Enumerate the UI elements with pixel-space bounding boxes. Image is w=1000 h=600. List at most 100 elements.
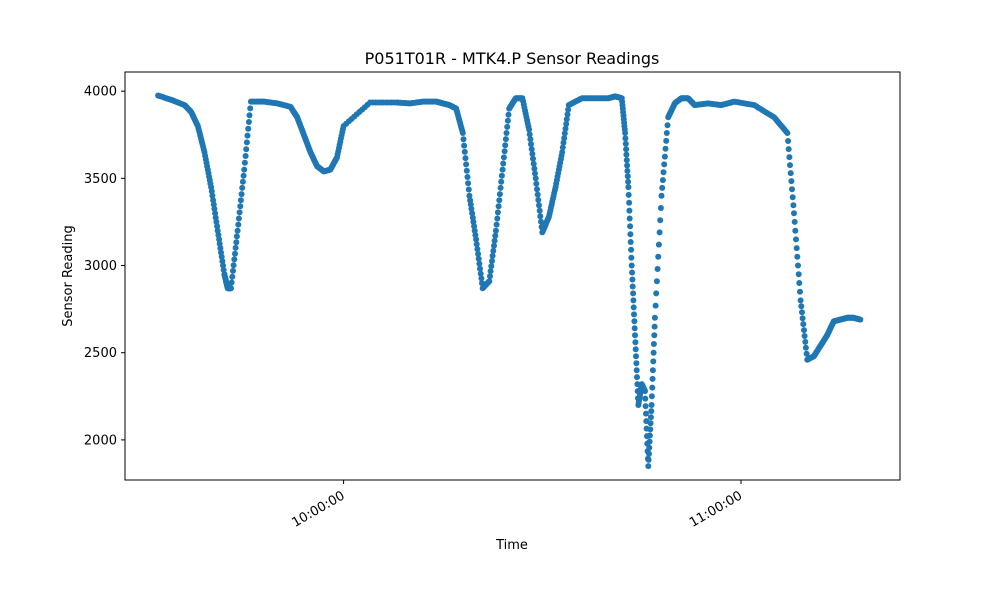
data-point xyxy=(795,262,801,269)
data-point xyxy=(787,162,793,169)
data-point xyxy=(789,194,796,201)
data-point xyxy=(650,349,657,356)
data-point xyxy=(208,188,215,195)
data-point xyxy=(656,229,663,236)
data-point xyxy=(232,250,238,257)
data-point xyxy=(500,160,507,167)
data-point xyxy=(633,360,640,367)
data-point xyxy=(785,138,792,144)
data-point xyxy=(629,269,636,276)
data-point xyxy=(239,184,246,191)
data-point xyxy=(662,145,669,152)
x-tick-label: 10:00:00 xyxy=(290,488,348,530)
data-point xyxy=(466,192,473,199)
data-point xyxy=(650,341,657,347)
data-point xyxy=(487,273,493,280)
data-point xyxy=(245,119,252,125)
data-point xyxy=(626,207,633,214)
data-point xyxy=(215,232,222,238)
data-point xyxy=(655,241,662,248)
data-point xyxy=(536,202,542,209)
data-point xyxy=(247,105,254,112)
data-point xyxy=(624,162,631,169)
data-point xyxy=(622,135,629,142)
data-point xyxy=(498,178,505,185)
data-point xyxy=(663,130,670,136)
data-point xyxy=(530,155,536,162)
data-point xyxy=(631,318,638,325)
data-point xyxy=(463,167,470,174)
x-axis-ticks: 10:00:00 11:00:00 xyxy=(290,480,745,531)
data-point xyxy=(651,332,658,339)
data-point xyxy=(488,263,495,270)
data-point xyxy=(465,180,472,187)
data-point xyxy=(230,262,237,269)
data-point xyxy=(492,227,499,234)
y-tick-label: 4000 xyxy=(84,85,117,100)
data-point xyxy=(493,221,500,228)
data-point xyxy=(470,218,477,225)
data-point xyxy=(236,209,243,216)
data-point xyxy=(243,139,250,146)
data-point xyxy=(633,367,640,374)
data-point xyxy=(632,332,638,339)
data-point xyxy=(214,223,221,230)
data-point xyxy=(797,297,804,304)
data-point xyxy=(217,245,224,252)
data-point xyxy=(243,146,250,153)
data-point xyxy=(645,463,652,470)
data-point xyxy=(220,262,226,269)
data-point xyxy=(564,111,571,118)
data-point xyxy=(623,146,630,153)
data-points xyxy=(155,92,864,470)
data-point xyxy=(651,323,658,330)
data-point xyxy=(459,130,466,136)
data-point xyxy=(561,130,568,137)
data-point xyxy=(642,403,649,410)
data-point xyxy=(857,316,864,323)
data-point xyxy=(646,438,653,445)
plot-frame xyxy=(124,71,901,481)
y-tick-label: 3000 xyxy=(84,259,117,274)
data-point xyxy=(642,388,648,395)
data-point xyxy=(242,153,249,159)
data-point xyxy=(228,285,234,292)
data-point xyxy=(659,184,666,191)
data-point xyxy=(628,254,635,261)
data-point xyxy=(504,123,511,130)
data-point xyxy=(505,111,512,118)
y-tick-label: 2500 xyxy=(84,346,117,361)
x-tick-label: 11:00:00 xyxy=(687,488,745,530)
data-point xyxy=(559,144,566,151)
data-point xyxy=(657,217,664,224)
data-point xyxy=(646,432,653,439)
data-point xyxy=(629,283,636,290)
data-point xyxy=(473,236,480,243)
data-point xyxy=(502,136,509,143)
data-point xyxy=(630,290,637,297)
data-point xyxy=(533,180,540,187)
data-point xyxy=(802,344,809,351)
data-point xyxy=(218,253,225,260)
data-point xyxy=(625,191,632,198)
data-point xyxy=(664,122,671,129)
data-point xyxy=(626,199,633,206)
data-point xyxy=(785,146,792,153)
data-point xyxy=(653,290,660,297)
data-point xyxy=(623,151,630,158)
data-point xyxy=(245,125,252,132)
y-tick-label: 3500 xyxy=(84,172,117,187)
data-point xyxy=(561,135,568,142)
data-point xyxy=(653,278,660,285)
data-point xyxy=(531,165,538,172)
data-point xyxy=(473,241,480,248)
data-point xyxy=(461,148,468,155)
data-point xyxy=(246,112,253,119)
data-point xyxy=(642,395,649,402)
data-point xyxy=(786,154,793,161)
data-point xyxy=(622,130,629,136)
data-point xyxy=(235,221,242,228)
data-point xyxy=(649,367,656,374)
data-point xyxy=(491,242,497,249)
data-point xyxy=(238,191,245,198)
